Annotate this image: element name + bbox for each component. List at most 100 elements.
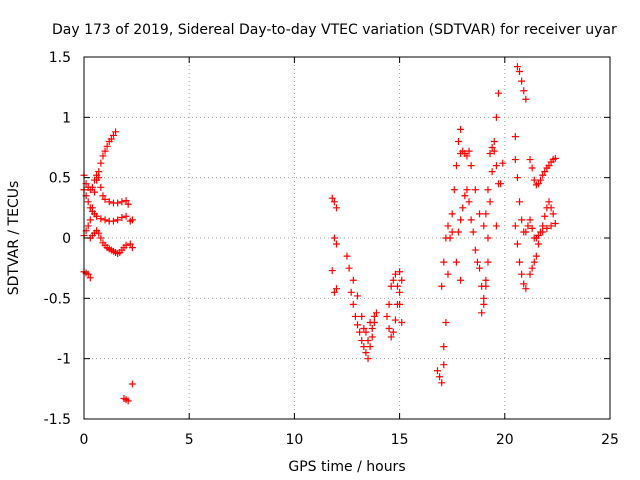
data-point [482,282,490,290]
data-point [362,349,370,357]
data-point [532,252,540,260]
data-point [457,125,465,133]
data-point [440,343,448,351]
data-point [97,183,105,191]
data-point [391,270,399,278]
data-point [452,162,460,170]
data-point [345,264,353,272]
data-point [473,258,481,266]
data-point [492,222,500,230]
y-tick-label: -1 [57,352,71,368]
data-point [450,186,458,194]
data-point [88,204,96,212]
data-point [478,309,486,317]
data-point [349,276,357,284]
data-point [105,198,113,206]
data-point [124,200,132,208]
data-point [330,234,338,242]
series-arc-g [383,268,406,341]
data-point [93,176,101,184]
data-point [513,63,521,71]
data-point [526,270,534,278]
data-point [385,300,393,308]
x-axis-label: GPS time / hours [288,459,405,475]
data-point [95,229,103,237]
data-point [520,87,528,95]
series-arc-h [433,125,465,387]
data-point [99,152,107,160]
data-point [396,300,404,308]
data-point [551,154,559,162]
data-point [97,159,105,167]
data-point [128,380,136,388]
data-point [522,228,530,236]
data-point [387,333,395,341]
data-point [463,152,471,160]
series-arc-d [86,227,136,258]
data-point [86,216,94,224]
data-point [526,216,534,224]
data-point [482,210,490,218]
data-point [484,234,492,242]
data-point [444,270,452,278]
data-point [522,95,530,103]
data-point [112,128,120,136]
data-point [486,198,494,206]
data-point [387,282,395,290]
data-point [358,312,366,320]
data-point [433,367,441,375]
data-point [330,198,338,206]
axis-ticks [83,56,611,420]
data-point [330,288,338,296]
data-point [497,180,505,188]
data-point [471,186,479,194]
data-point [332,240,340,248]
data-point [524,222,532,230]
grid-lines [84,57,610,419]
data-point [118,198,126,206]
y-tick-label: -0.5 [44,291,71,307]
data-point [520,280,528,288]
data-point [488,168,496,176]
data-point [385,325,393,332]
data-point [97,234,105,242]
data-point [101,147,109,155]
series-arc-j [478,89,507,317]
data-point [118,213,126,221]
data-point [343,252,351,260]
data-point [549,210,557,218]
data-point [398,276,406,284]
data-point [482,276,490,284]
data-point [457,216,465,224]
data-point [126,217,134,225]
data-point [396,268,404,276]
data-point [122,241,130,249]
data-point [490,147,498,155]
data-point [122,212,130,220]
data-point [518,77,526,85]
series-arc-f [328,194,380,363]
data-point [484,186,492,194]
data-point [95,168,103,176]
data-point [389,328,397,336]
data-point [452,258,460,266]
data-point [86,274,94,282]
data-point [99,192,107,200]
data-point [516,67,524,75]
data-point [518,216,526,224]
data-point [109,131,117,139]
data-point [471,246,479,254]
data-point [372,309,380,317]
data-point [484,258,492,266]
series-arc-b [80,186,134,225]
data-point [351,312,359,320]
data-point [360,325,368,332]
data-point [539,228,547,236]
data-point [537,176,545,184]
data-point [366,343,374,351]
data-point [511,222,519,230]
data-point [534,232,542,240]
data-point [396,288,404,296]
data-point [442,234,450,242]
